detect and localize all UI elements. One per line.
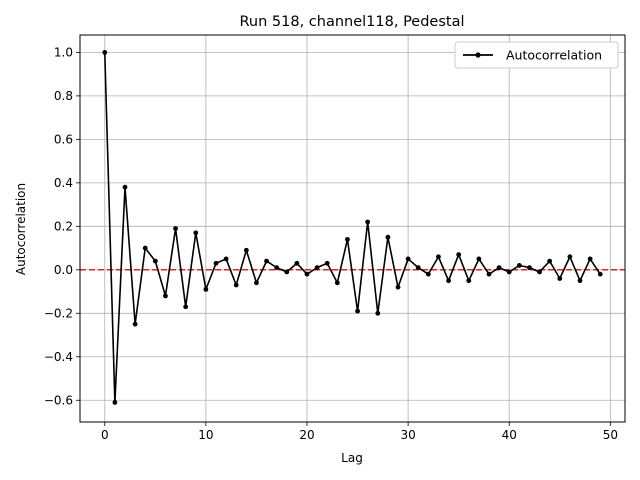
y-tick-label: −0.4 [44, 350, 73, 364]
data-point [425, 271, 431, 277]
data-point [314, 265, 320, 271]
data-point [355, 308, 360, 314]
x-tick-label: 20 [299, 428, 314, 442]
data-point [294, 260, 300, 266]
data-point [324, 260, 330, 266]
y-tick-label: −0.2 [44, 307, 73, 321]
y-tick-label: 0.4 [54, 176, 73, 190]
data-point [142, 245, 148, 251]
data-point [405, 256, 411, 262]
y-axis-ticks: −0.6 −0.4 −0.2 0.0 0.2 0.4 0.6 0.8 1.0 [44, 46, 80, 408]
data-point [527, 265, 532, 271]
data-point [152, 258, 158, 264]
data-point [506, 269, 512, 275]
data-point [577, 278, 583, 284]
y-tick-label: 0.2 [54, 220, 73, 234]
data-point [213, 260, 219, 266]
legend-marker-swatch [475, 52, 481, 58]
data-point [547, 258, 553, 264]
y-tick-label: 0.8 [54, 89, 73, 103]
data-point [193, 230, 199, 236]
x-tick-label: 50 [603, 428, 618, 442]
legend-label: Autocorrelation [506, 48, 602, 63]
data-point [587, 256, 593, 262]
data-point [334, 280, 340, 286]
data-point [537, 269, 542, 275]
x-tick-label: 0 [101, 428, 109, 442]
data-point [203, 286, 209, 292]
data-point [163, 293, 168, 299]
data-point [304, 271, 310, 277]
data-point [466, 278, 472, 284]
data-point [375, 310, 381, 316]
data-point [567, 254, 573, 260]
data-point [173, 226, 178, 231]
data-point [183, 304, 189, 310]
data-point [112, 400, 118, 405]
x-axis-ticks: 0 10 20 30 40 50 [101, 422, 618, 442]
data-point [274, 265, 280, 271]
series-autocorrelation [102, 49, 603, 405]
data-point [284, 269, 290, 275]
y-axis-label: Autocorrelation [14, 183, 28, 275]
y-tick-label: 0.0 [54, 263, 73, 277]
data-point [436, 254, 441, 260]
data-point [446, 278, 451, 284]
x-axis-label: Lag [341, 451, 363, 465]
data-point [456, 252, 462, 257]
data-point [486, 271, 492, 277]
data-point [557, 276, 563, 281]
data-point [233, 282, 239, 288]
data-point [395, 284, 401, 290]
data-point [264, 258, 269, 264]
x-tick-label: 30 [400, 428, 415, 442]
data-point [122, 184, 128, 190]
chart-title: Run 518, channel118, Pedestal [239, 14, 464, 30]
plot-frame [79, 34, 626, 423]
y-tick-label: 1.0 [54, 46, 73, 60]
data-point [345, 236, 350, 242]
data-point [385, 234, 391, 240]
data-point [254, 280, 259, 286]
legend: Autocorrelation [454, 41, 619, 69]
x-tick-label: 40 [502, 428, 517, 442]
data-point [597, 271, 603, 277]
data-point [476, 256, 482, 262]
data-point [102, 49, 108, 55]
legend-box [454, 41, 619, 69]
data-point [516, 263, 522, 268]
data-point [496, 265, 502, 271]
data-point [243, 247, 249, 253]
data-point [365, 219, 371, 225]
y-tick-label: 0.6 [54, 133, 73, 147]
grid-lines [80, 35, 625, 422]
y-tick-label: −0.6 [44, 394, 73, 408]
x-tick-label: 10 [198, 428, 213, 442]
data-point [132, 321, 138, 327]
data-point [223, 256, 229, 262]
data-point [415, 265, 421, 271]
